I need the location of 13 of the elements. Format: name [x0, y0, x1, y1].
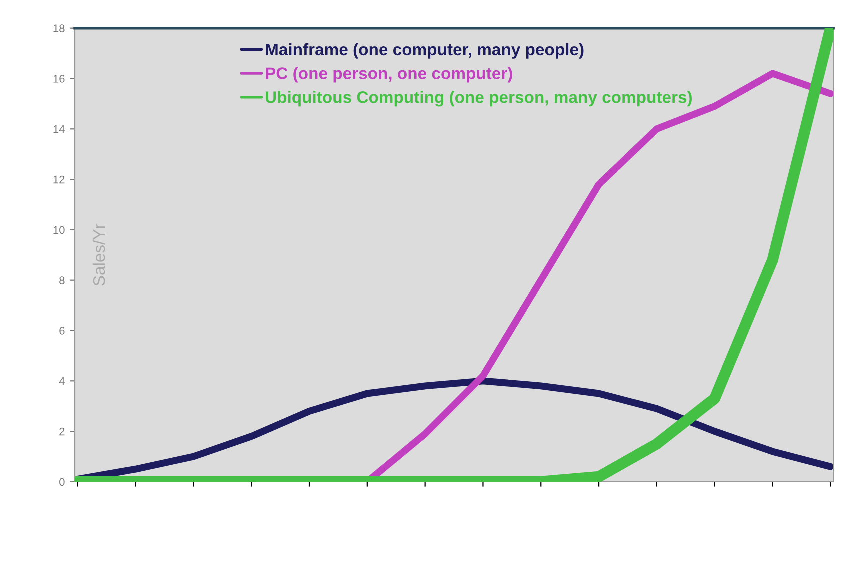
legend-label: PC (one person, one computer): [266, 67, 512, 83]
y-tick-label: 2: [60, 428, 65, 436]
y-tick-label: 8: [60, 276, 65, 284]
y-tick-label: 10: [54, 226, 65, 234]
y-tick-label: 18: [54, 24, 65, 32]
y-tick-label: 14: [54, 126, 65, 134]
y-tick-label: 6: [60, 327, 65, 335]
y-tick-label: 0: [60, 478, 65, 486]
y-tick-label: 12: [54, 176, 65, 184]
y-tick-label: 4: [59, 378, 65, 386]
legend-label: Ubiquitous Computing (one person, many computers): [266, 91, 692, 107]
legend-label: Mainframe (one computer, many people): [266, 43, 584, 59]
y-tick-label: 16: [54, 75, 65, 83]
